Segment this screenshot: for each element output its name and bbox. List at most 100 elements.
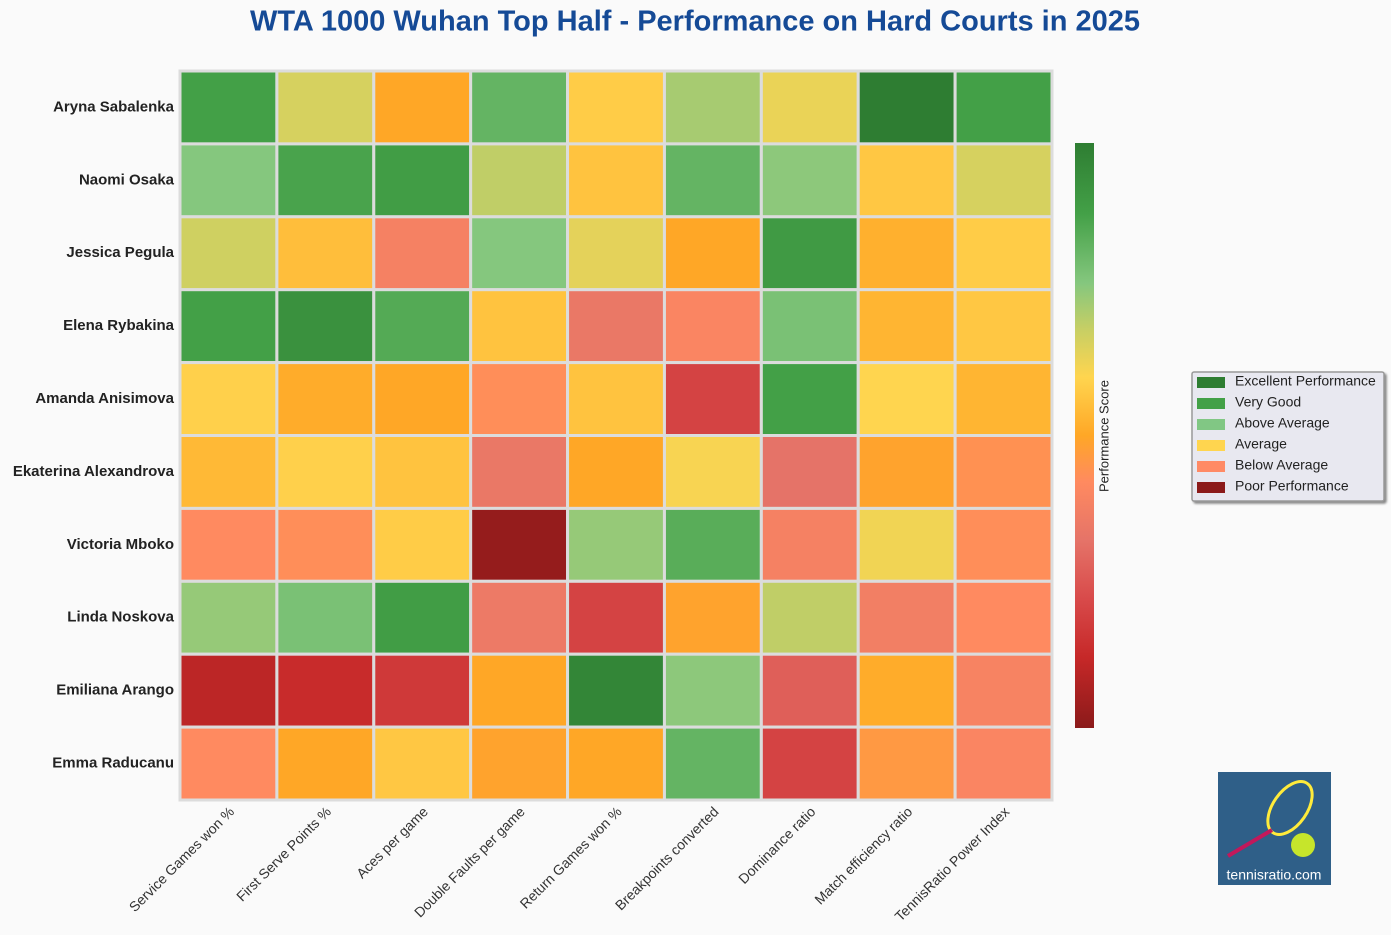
heatmap-cell — [566, 69, 666, 146]
heatmap-cell — [469, 361, 570, 438]
y-tick-label: Amanda Anisimova — [35, 390, 174, 407]
heatmap-cell — [275, 288, 376, 365]
heatmap-cell — [566, 361, 666, 438]
heatmap-cell — [469, 69, 570, 146]
legend-swatch — [1197, 398, 1225, 409]
heatmap-cell — [372, 288, 473, 365]
heatmap-cell — [759, 579, 860, 656]
legend-swatch — [1197, 461, 1225, 472]
heatmap-cell — [275, 142, 376, 219]
heatmap-cell — [566, 579, 666, 656]
legend-swatch — [1197, 482, 1225, 493]
heatmap-cell — [275, 652, 376, 729]
y-tick-label: Ekaterina Alexandrova — [13, 463, 175, 480]
heatmap-cell — [662, 142, 763, 219]
heatmap-cell — [953, 69, 1054, 146]
heatmap-cell — [953, 725, 1054, 802]
heatmap-cell — [759, 652, 860, 729]
logo-racket — [1266, 780, 1314, 836]
heatmap-cell — [178, 506, 279, 583]
heatmap-cell — [759, 434, 860, 510]
legend-label: Above Average — [1235, 415, 1330, 431]
heatmap-cell — [759, 725, 860, 802]
heatmap-cell — [662, 725, 763, 802]
heatmap-cell — [662, 69, 763, 146]
logo-text: tennisratio.com — [1227, 867, 1322, 883]
heatmap-cell — [662, 579, 763, 656]
heatmap-cell — [953, 142, 1054, 219]
heatmap-cell — [953, 579, 1054, 656]
heatmap-cell — [759, 288, 860, 365]
heatmap-cell — [856, 69, 957, 146]
logo-handle — [1226, 828, 1274, 858]
heatmap-cell — [566, 725, 666, 802]
heatmap-cell — [469, 506, 570, 583]
heatmap-cell — [469, 215, 570, 292]
heatmap-cell — [372, 579, 473, 656]
legend-label: Below Average — [1235, 457, 1328, 473]
heatmap-cell — [275, 361, 376, 438]
heatmap-cell — [856, 215, 957, 292]
legend-swatch — [1197, 419, 1225, 430]
heatmap-cell — [469, 288, 570, 365]
heatmap-cell — [856, 434, 957, 510]
heatmap-cell — [953, 288, 1054, 365]
heatmap-cell — [372, 434, 473, 510]
y-tick-label: Emiliana Arango — [56, 682, 174, 699]
heatmap-cell — [275, 69, 376, 146]
heatmap-cell — [759, 142, 860, 219]
chart-title: WTA 1000 Wuhan Top Half - Performance on… — [250, 6, 1140, 38]
heatmap-cell — [178, 652, 279, 729]
heatmap-cell — [372, 215, 473, 292]
heatmap-cell — [953, 652, 1054, 729]
heatmap-cell — [759, 361, 860, 438]
legend-box — [1191, 371, 1385, 502]
heatmap-cell — [566, 506, 666, 583]
heatmap-cell — [662, 652, 763, 729]
heatmap-cell — [953, 215, 1054, 292]
heatmap-cell — [469, 434, 570, 510]
y-tick-label: Victoria Mboko — [67, 536, 174, 553]
heatmap-cell — [856, 142, 957, 219]
y-tick-label: Linda Noskova — [67, 609, 174, 626]
colorbar — [1075, 143, 1094, 728]
heatmap-cell — [856, 506, 957, 583]
heatmap-cell — [759, 69, 860, 146]
heatmap-cell — [469, 652, 570, 729]
heatmap-cell — [856, 725, 957, 802]
heatmap-cell — [275, 579, 376, 656]
y-tick-label: Elena Rybakina — [63, 317, 175, 334]
heatmap-cell — [953, 506, 1054, 583]
heatmap-cell — [662, 288, 763, 365]
heatmap-cell — [759, 506, 860, 583]
heatmap-cell — [566, 652, 666, 729]
heatmap-cell — [372, 69, 473, 146]
heatmap-cell — [953, 361, 1054, 438]
heatmap-cell — [662, 215, 763, 292]
heatmap-cell — [372, 506, 473, 583]
legend-label: Average — [1235, 436, 1287, 452]
heatmap-cell — [759, 215, 860, 292]
heatmap-cell — [275, 434, 376, 510]
heatmap-cell — [566, 288, 666, 365]
heatmap-cell — [856, 288, 957, 365]
heatmap-cell — [662, 506, 763, 583]
heatmap-cell — [566, 142, 666, 219]
legend-label: Very Good — [1235, 394, 1301, 410]
heatmap-cell — [178, 215, 279, 292]
heatmap-cell — [469, 725, 570, 802]
heatmap-cell — [566, 215, 666, 292]
heatmap-cell — [372, 652, 473, 729]
heatmap-cell — [275, 506, 376, 583]
heatmap-cell — [372, 725, 473, 802]
heatmap-cell — [566, 434, 666, 510]
heatmap-cell — [178, 142, 279, 219]
heatmap-cell — [178, 288, 279, 365]
y-tick-label: Emma Raducanu — [52, 755, 174, 772]
logo-ball — [1291, 833, 1315, 857]
heatmap-cell — [178, 434, 279, 510]
heatmap-cell — [372, 361, 473, 438]
heatmap-cell — [856, 361, 957, 438]
heatmap-cell — [856, 579, 957, 656]
